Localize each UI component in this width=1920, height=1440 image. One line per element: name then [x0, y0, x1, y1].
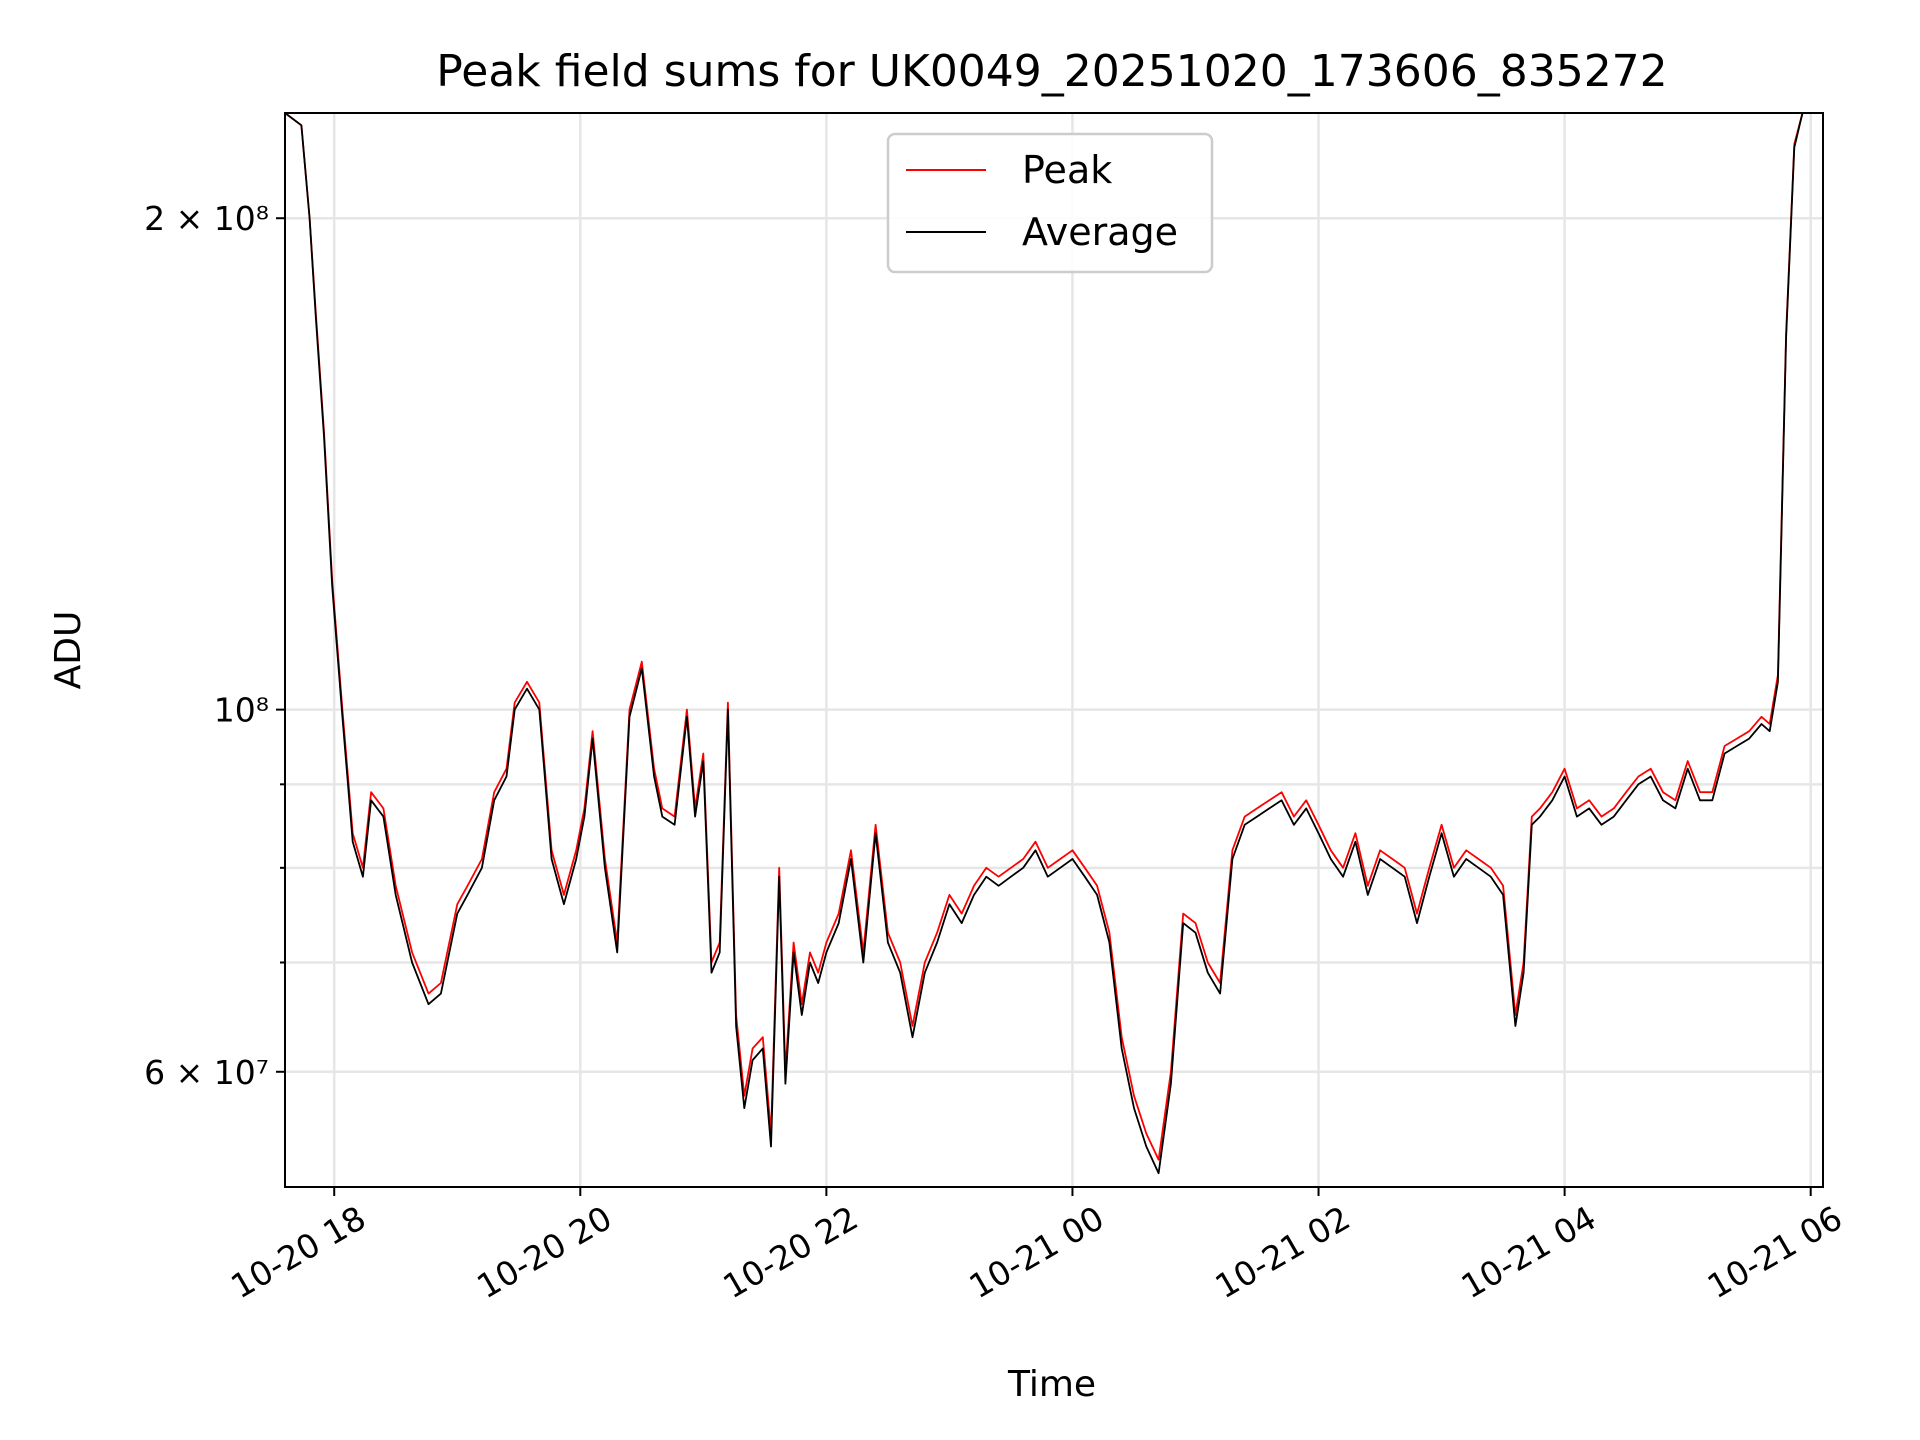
legend-box	[886, 132, 1214, 274]
x-tick-label: 10-20 22	[716, 1198, 864, 1306]
x-axis-label: Time	[1007, 1364, 1096, 1405]
x-tick-label: 10-21 06	[1701, 1198, 1849, 1306]
y-axis-label: ADU	[48, 611, 89, 690]
y-tick-label: 2 × 10⁸	[144, 199, 269, 238]
legend: Peak Average	[886, 132, 1214, 274]
legend-label-peak: Peak	[1022, 148, 1112, 192]
series-line-average	[284, 112, 1804, 1175]
y-tick-label: 10⁸	[214, 691, 269, 730]
x-tick-label: 10-21 02	[1209, 1198, 1357, 1306]
plot-frame	[284, 112, 1824, 1188]
x-tick-label: 10-20 18	[224, 1198, 372, 1306]
x-tick-label: 10-21 04	[1455, 1198, 1603, 1306]
chart-title: Peak field sums for UK0049_20251020_1736…	[436, 46, 1667, 97]
y-tick-label: 6 × 10⁷	[144, 1053, 269, 1092]
x-tick-label: 10-20 20	[470, 1198, 618, 1306]
legend-label-average: Average	[1022, 210, 1178, 254]
x-tick-label: 10-21 00	[962, 1198, 1110, 1306]
grid-layer	[285, 113, 1823, 1187]
lines-layer	[284, 112, 1804, 1175]
ticks-layer: 10-20 18 10-20 20 10-20 22 10-21 00 10-21 02…	[144, 199, 1849, 1306]
